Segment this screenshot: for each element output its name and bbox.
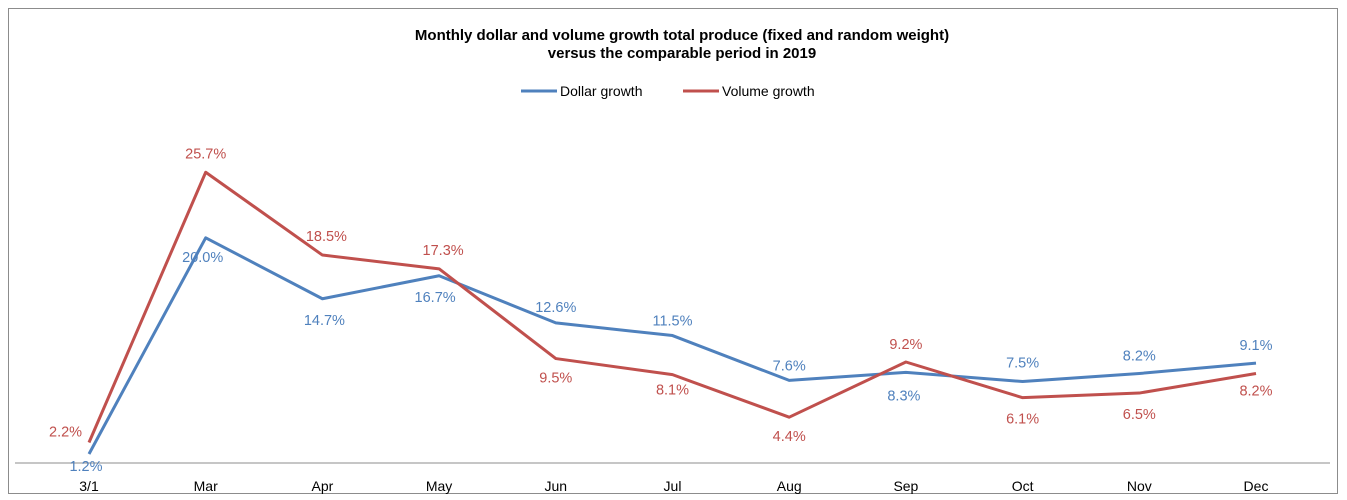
data-label-dollar-growth: 14.7% [304, 313, 345, 329]
legend-label-dollar-growth: Dollar growth [560, 83, 642, 99]
data-label-volume-growth: 18.5% [306, 229, 347, 245]
chart-title-line-2: versus the comparable period in 2019 [548, 45, 816, 62]
data-label-volume-growth: 8.2% [1239, 384, 1272, 400]
data-label-dollar-growth: 20.0% [182, 250, 223, 266]
data-label-dollar-growth: 12.6% [535, 300, 576, 316]
data-label-volume-growth: 4.4% [773, 429, 806, 445]
x-tick-label: 3/1 [79, 478, 99, 494]
data-label-volume-growth: 17.3% [423, 243, 464, 259]
x-tick-label: Nov [1127, 478, 1152, 494]
series-lines [87, 170, 1257, 455]
data-label-volume-growth: 6.1% [1006, 412, 1039, 428]
data-label-dollar-growth: 16.7% [415, 290, 456, 306]
data-label-volume-growth: 8.1% [656, 383, 689, 399]
data-label-dollar-growth: 8.3% [887, 388, 920, 404]
x-tick-label: Apr [312, 478, 334, 494]
x-tick-label: Jul [664, 478, 682, 494]
data-label-dollar-growth: 1.2% [69, 459, 102, 475]
data-label-volume-growth: 2.2% [49, 425, 82, 441]
data-label-volume-growth: 6.5% [1123, 407, 1156, 423]
data-label-dollar-growth: 7.5% [1006, 356, 1039, 372]
data-label-dollar-growth: 11.5% [652, 314, 692, 330]
legend-label-volume-growth: Volume growth [722, 83, 815, 99]
legend: Dollar growth Volume growth [521, 83, 815, 99]
data-labels: 1.2% 20.0% 14.7% 16.7% 12.6% 11.5% 7.6% 8.3% 7.5… [49, 146, 1273, 475]
data-label-volume-growth: 9.5% [539, 371, 572, 387]
x-tick-label: Dec [1244, 478, 1269, 494]
x-tick-label: Mar [194, 478, 218, 494]
series-line-dollar-growth [87, 236, 1257, 455]
x-tick-label: May [426, 478, 452, 494]
data-label-dollar-growth: 8.2% [1123, 349, 1156, 365]
data-label-dollar-growth: 7.6% [773, 358, 806, 374]
x-tick-label: Sep [893, 478, 918, 494]
data-label-dollar-growth: 9.1% [1239, 338, 1272, 354]
series-line-volume-growth [87, 170, 1257, 444]
x-tick-label: Oct [1012, 478, 1034, 494]
x-tick-label: Jun [545, 478, 568, 494]
x-tick-label: Aug [777, 478, 802, 494]
x-axis-tick-labels: 3/1 Mar Apr May Jun Jul Aug Sep Oct Nov Dec [79, 478, 1268, 494]
data-label-volume-growth: 9.2% [889, 337, 922, 353]
data-label-volume-growth: 25.7% [185, 146, 226, 162]
chart-title-line-1: Monthly dollar and volume growth total p… [415, 27, 949, 44]
